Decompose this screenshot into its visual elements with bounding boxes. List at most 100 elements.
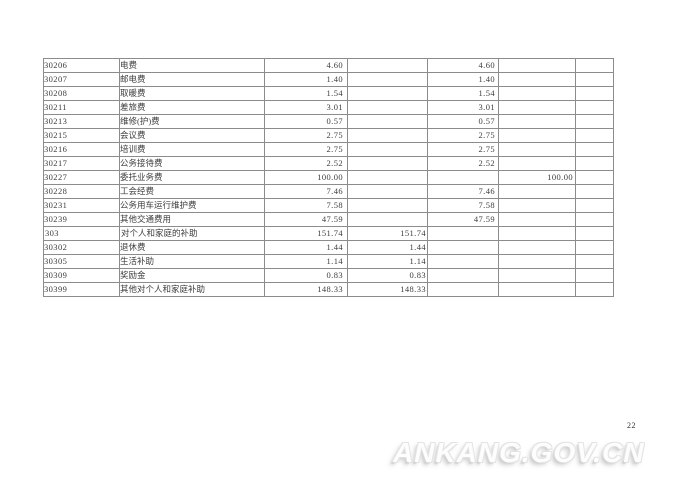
row-name: 退休费 [119, 240, 265, 255]
row-value-2 [347, 128, 428, 143]
row-value-2 [347, 114, 428, 129]
row-value-1: 100.00 [264, 170, 348, 185]
row-value-3 [427, 282, 499, 297]
row-value-3: 2.52 [427, 156, 499, 171]
table-row: 30305 生活补助 1.14 1.14 [43, 254, 614, 269]
row-value-4 [498, 212, 576, 227]
row-value-4: 100.00 [498, 170, 576, 185]
row-code: 30231 [43, 198, 120, 213]
row-value-2: 151.74 [347, 226, 428, 241]
row-code: 30399 [43, 282, 120, 297]
row-name: 电费 [119, 58, 265, 73]
row-name: 公务接待费 [119, 156, 265, 171]
row-name: 公务用车运行维护费 [119, 198, 265, 213]
row-value-4 [498, 268, 576, 283]
table-row: 30217 公务接待费 2.52 2.52 [43, 156, 614, 171]
row-value-3: 2.75 [427, 142, 499, 157]
row-value-3 [427, 240, 499, 255]
row-value-4 [498, 282, 576, 297]
row-value-4 [498, 240, 576, 255]
row-value-3: 4.60 [427, 58, 499, 73]
row-value-4 [498, 128, 576, 143]
row-value-3: 1.40 [427, 72, 499, 87]
row-value-3: 2.75 [427, 128, 499, 143]
table-row: 30211 差旅费 3.01 3.01 [43, 100, 614, 115]
row-value-3 [427, 226, 499, 241]
row-value-4 [498, 254, 576, 269]
row-name: 取暖费 [119, 86, 265, 101]
table-row: 303 对个人和家庭的补助 151.74 151.74 [43, 226, 614, 241]
row-value-3: 7.46 [427, 184, 499, 199]
table-row: 30207 邮电费 1.40 1.40 [43, 72, 614, 87]
row-value-5 [575, 170, 614, 185]
table-row: 30228 工会经费 7.46 7.46 [43, 184, 614, 199]
table-row: 30208 取暖费 1.54 1.54 [43, 86, 614, 101]
row-value-3 [427, 268, 499, 283]
row-value-5 [575, 86, 614, 101]
row-name: 邮电费 [119, 72, 265, 87]
row-name: 差旅费 [119, 100, 265, 115]
row-value-4 [498, 100, 576, 115]
row-code: 30227 [43, 170, 120, 185]
row-value-5 [575, 254, 614, 269]
table-row: 30216 培训费 2.75 2.75 [43, 142, 614, 157]
row-value-1: 4.60 [264, 58, 348, 73]
row-value-5 [575, 184, 614, 199]
row-code: 30216 [43, 142, 120, 157]
row-value-5 [575, 128, 614, 143]
row-value-2 [347, 58, 428, 73]
row-value-1: 148.33 [264, 282, 348, 297]
row-value-3: 3.01 [427, 100, 499, 115]
budget-expense-table: 30206 电费 4.60 4.60 30207 邮电费 1.40 1.40 3… [43, 58, 614, 297]
row-value-1: 2.75 [264, 142, 348, 157]
row-value-2: 0.83 [347, 268, 428, 283]
row-value-3: 7.58 [427, 198, 499, 213]
row-value-1: 1.14 [264, 254, 348, 269]
row-value-2 [347, 170, 428, 185]
row-value-3: 0.57 [427, 114, 499, 129]
row-value-1: 2.75 [264, 128, 348, 143]
row-value-1: 151.74 [264, 226, 348, 241]
row-value-5 [575, 240, 614, 255]
row-value-4 [498, 156, 576, 171]
row-value-2 [347, 100, 428, 115]
row-value-2 [347, 156, 428, 171]
row-value-5 [575, 72, 614, 87]
watermark-text: ANKANG.GOV.CN [393, 437, 645, 468]
row-value-1: 7.58 [264, 198, 348, 213]
row-value-1: 1.44 [264, 240, 348, 255]
row-code: 30213 [43, 114, 120, 129]
row-value-3: 47.59 [427, 212, 499, 227]
row-value-5 [575, 142, 614, 157]
row-value-5 [575, 100, 614, 115]
row-name: 会议费 [119, 128, 265, 143]
row-value-5 [575, 282, 614, 297]
row-code: 30207 [43, 72, 120, 87]
row-value-1: 3.01 [264, 100, 348, 115]
row-value-5 [575, 156, 614, 171]
row-code: 30309 [43, 268, 120, 283]
row-value-1: 0.83 [264, 268, 348, 283]
row-value-4 [498, 198, 576, 213]
row-value-4 [498, 86, 576, 101]
row-value-2 [347, 86, 428, 101]
table-row: 30399 其他对个人和家庭补助 148.33 148.33 [43, 282, 614, 297]
table-row: 30206 电费 4.60 4.60 [43, 58, 614, 73]
row-value-2 [347, 184, 428, 199]
row-value-5 [575, 212, 614, 227]
row-code: 30208 [43, 86, 120, 101]
row-value-3 [427, 254, 499, 269]
row-code: 30217 [43, 156, 120, 171]
row-code: 30206 [43, 58, 120, 73]
row-code: 30302 [43, 240, 120, 255]
row-code: 30305 [43, 254, 120, 269]
row-code: 303 [43, 226, 120, 241]
row-name: 奖励金 [119, 268, 265, 283]
row-code: 30211 [43, 100, 120, 115]
row-value-3 [427, 170, 499, 185]
row-value-2: 1.44 [347, 240, 428, 255]
row-value-1: 0.57 [264, 114, 348, 129]
row-name: 工会经费 [119, 184, 265, 199]
row-value-4 [498, 184, 576, 199]
table-row: 30215 会议费 2.75 2.75 [43, 128, 614, 143]
